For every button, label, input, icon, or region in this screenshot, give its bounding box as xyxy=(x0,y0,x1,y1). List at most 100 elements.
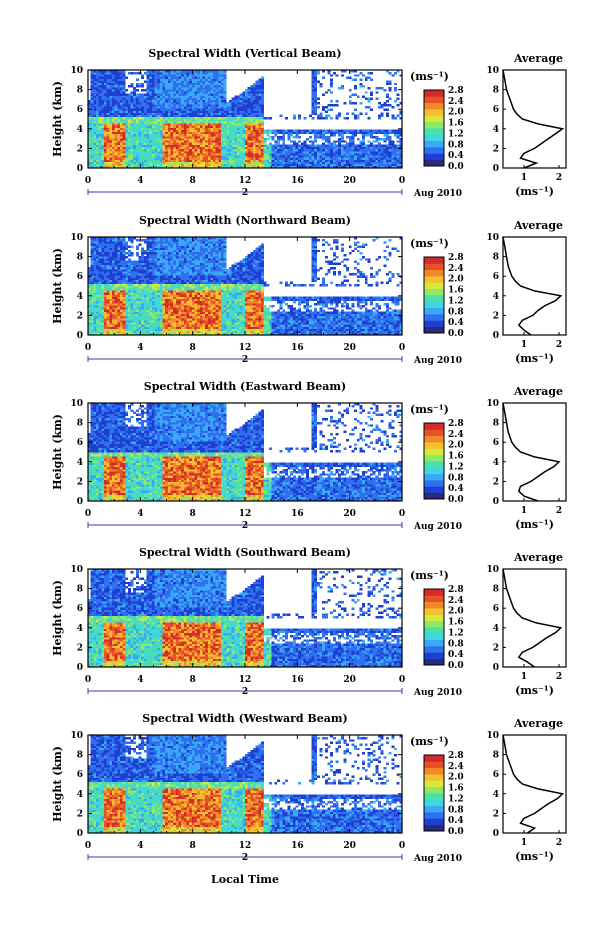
heatmap-cell xyxy=(157,164,160,166)
heatmap-cell xyxy=(373,130,376,132)
heatmap-cell xyxy=(117,269,120,271)
heatmap-cell xyxy=(101,110,104,112)
heatmap-cell xyxy=(386,162,389,164)
heatmap-cell xyxy=(213,119,216,121)
heatmap-cell xyxy=(330,153,333,155)
heatmap-cell xyxy=(115,151,118,153)
heatmap-cell xyxy=(288,155,291,157)
heatmap-cell xyxy=(136,239,139,241)
heatmap-cell xyxy=(229,155,232,157)
heatmap-cell xyxy=(221,159,224,161)
heatmap-cell xyxy=(181,102,184,104)
heatmap-cell xyxy=(120,145,123,147)
heatmap-cell xyxy=(112,123,115,125)
heatmap-cell xyxy=(202,117,205,119)
heatmap-cell xyxy=(176,79,179,81)
heatmap-cell xyxy=(101,314,104,316)
heatmap-cell xyxy=(237,123,240,125)
heatmap-cell xyxy=(234,119,237,121)
heatmap-cell xyxy=(266,155,269,157)
y-tick-label: 2 xyxy=(77,144,83,154)
heatmap-cell xyxy=(186,130,189,132)
heatmap-cell xyxy=(242,159,245,161)
heatmap-cell xyxy=(312,76,315,78)
heatmap-cell xyxy=(378,130,381,132)
heatmap-cell xyxy=(197,121,200,123)
heatmap-cell xyxy=(144,324,147,326)
heatmap-cell xyxy=(131,125,134,127)
heatmap-cell xyxy=(237,115,240,117)
heatmap-cell xyxy=(139,243,142,245)
heatmap-cell xyxy=(312,93,315,95)
heatmap-cell xyxy=(131,288,134,290)
heatmap-cell xyxy=(99,280,102,282)
heatmap-cell xyxy=(120,326,123,328)
heatmap-cell xyxy=(149,145,152,147)
heatmap-cell xyxy=(378,147,381,149)
heatmap-cell xyxy=(232,145,235,147)
heatmap-cell xyxy=(205,83,208,85)
heatmap-cell xyxy=(186,132,189,134)
heatmap-cell xyxy=(370,145,373,147)
heatmap-cell xyxy=(391,115,394,117)
heatmap-cell xyxy=(269,147,272,149)
heatmap-cell xyxy=(378,132,381,134)
heatmap-cell xyxy=(93,275,96,277)
y-axis-label: Height (km) xyxy=(51,81,64,157)
heatmap-cell xyxy=(91,110,94,112)
heatmap-cell xyxy=(381,115,384,117)
heatmap-cell xyxy=(386,151,389,153)
heatmap-cell xyxy=(123,322,126,324)
heatmap-cell xyxy=(362,85,365,87)
heatmap-cell xyxy=(147,301,150,303)
heatmap-cell xyxy=(349,132,352,134)
heatmap-cell xyxy=(157,140,160,142)
heatmap-cell xyxy=(136,153,139,155)
heatmap-cell xyxy=(96,117,99,119)
heatmap-cell xyxy=(322,138,325,140)
heatmap-cell xyxy=(367,159,370,161)
heatmap-cell xyxy=(186,100,189,102)
heatmap-cell xyxy=(120,155,123,157)
heatmap-cell xyxy=(320,159,323,161)
heatmap-cell xyxy=(128,100,131,102)
heatmap-cell xyxy=(306,149,309,151)
heatmap-cell xyxy=(120,81,123,83)
heatmap-cell xyxy=(253,93,256,95)
heatmap-cell xyxy=(96,273,99,275)
heatmap-cell xyxy=(93,329,96,331)
heatmap-cell xyxy=(128,108,131,110)
heatmap-cell xyxy=(128,130,131,132)
heatmap-cell xyxy=(112,136,115,138)
heatmap-cell xyxy=(184,134,187,136)
heatmap-cell xyxy=(226,159,229,161)
heatmap-cell xyxy=(221,123,224,125)
heatmap-cell xyxy=(330,155,333,157)
heatmap-cell xyxy=(109,254,112,256)
heatmap-cell xyxy=(226,138,229,140)
heatmap-cell xyxy=(208,145,211,147)
heatmap-cell xyxy=(208,136,211,138)
heatmap-cell xyxy=(157,128,160,130)
heatmap-cell xyxy=(117,140,120,142)
heatmap-cell xyxy=(386,130,389,132)
heatmap-cell xyxy=(202,115,205,117)
heatmap-cell xyxy=(181,115,184,117)
heatmap-cell xyxy=(168,98,171,100)
heatmap-cell xyxy=(317,147,320,149)
heatmap-cell xyxy=(147,326,150,328)
heatmap-cell xyxy=(202,100,205,102)
heatmap-cell xyxy=(109,106,112,108)
heatmap-cell xyxy=(125,119,128,121)
heatmap-cell xyxy=(381,157,384,159)
heatmap-cell xyxy=(200,102,203,104)
heatmap-cell xyxy=(378,164,381,166)
heatmap-cell xyxy=(157,125,160,127)
heatmap-cell xyxy=(197,89,200,91)
heatmap-cell xyxy=(253,162,256,164)
heatmap-cell xyxy=(213,153,216,155)
heatmap-cell xyxy=(343,155,346,157)
heatmap-cell xyxy=(147,140,150,142)
heatmap-cell xyxy=(386,136,389,138)
heatmap-cell xyxy=(152,136,155,138)
